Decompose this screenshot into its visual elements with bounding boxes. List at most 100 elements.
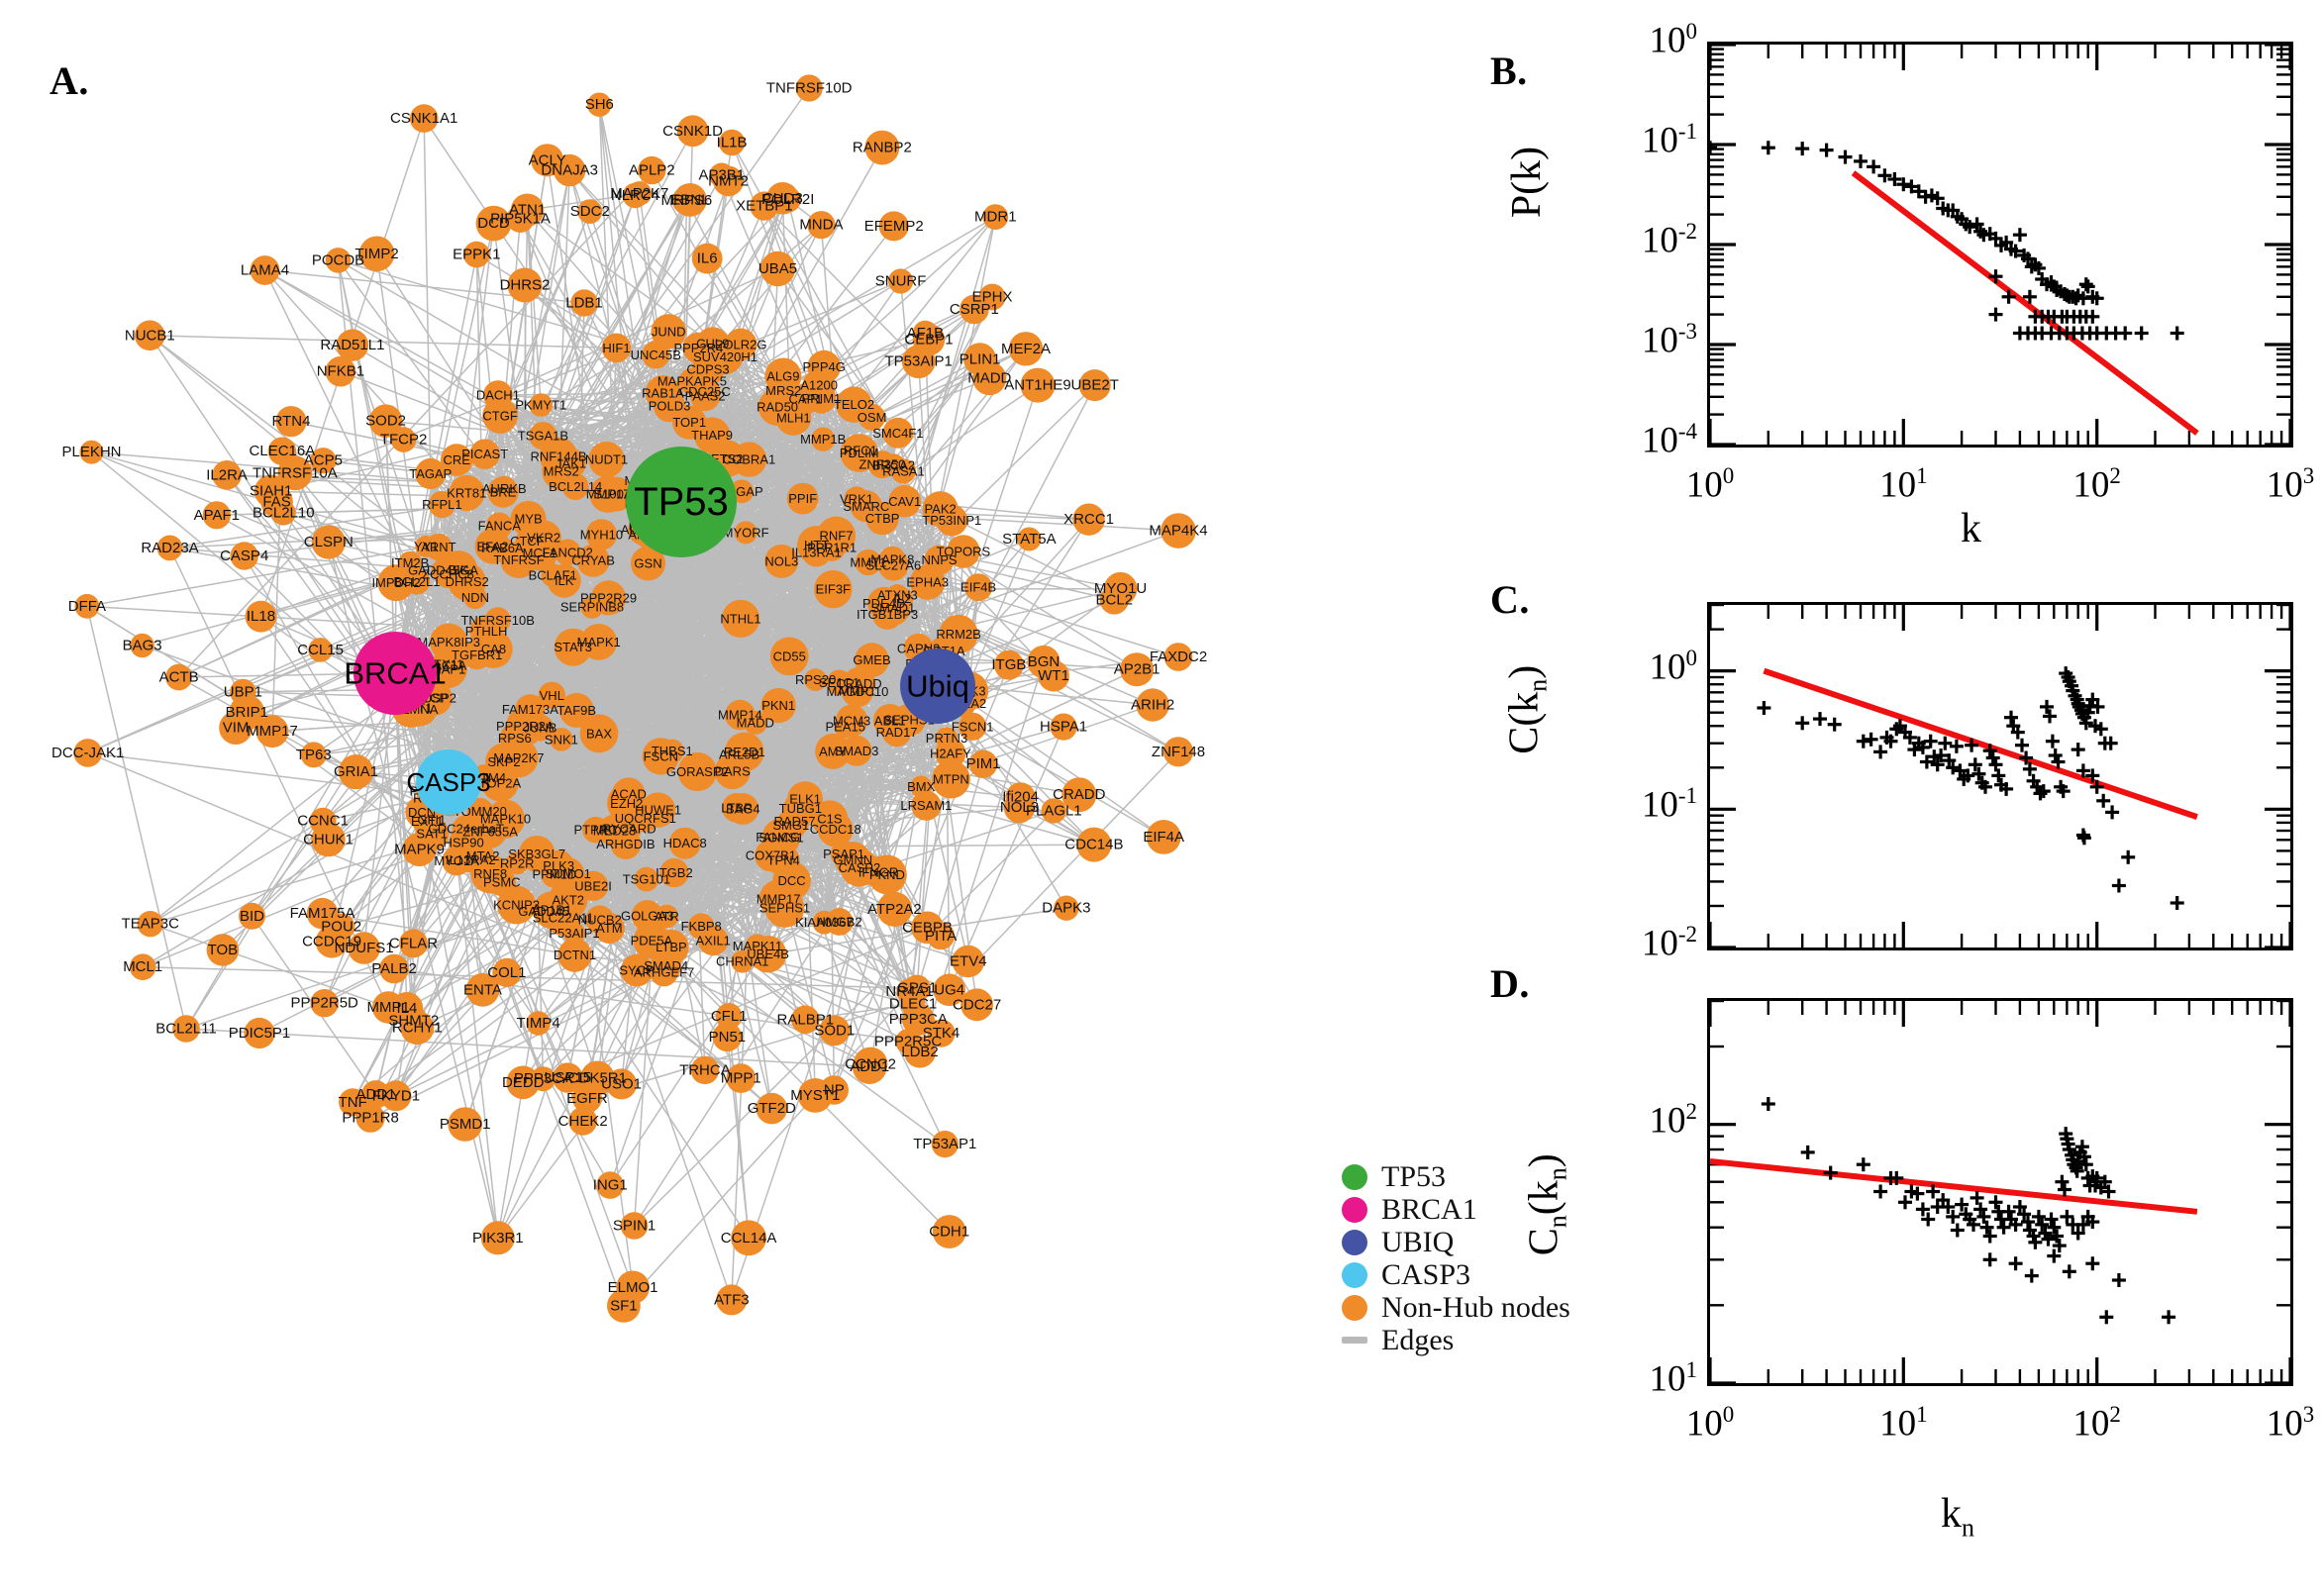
network-node[interactable]	[130, 633, 154, 658]
network-node[interactable]	[244, 1017, 275, 1049]
network-node[interactable]	[764, 544, 799, 578]
network-node[interactable]	[911, 911, 944, 945]
network-node[interactable]	[756, 1092, 788, 1125]
network-node[interactable]	[553, 1062, 583, 1093]
network-node[interactable]	[572, 1083, 602, 1114]
network-node[interactable]	[721, 599, 760, 639]
network-node[interactable]	[529, 393, 553, 417]
network-node[interactable]	[677, 751, 717, 792]
network-node[interactable]	[510, 193, 545, 227]
network-node[interactable]	[230, 678, 256, 706]
network-node[interactable]	[497, 885, 536, 925]
network-node[interactable]	[510, 501, 547, 537]
network-node[interactable]	[1061, 777, 1097, 813]
network-node[interactable]	[612, 777, 646, 811]
network-node[interactable]	[931, 1131, 959, 1158]
network-node[interactable]	[716, 1284, 748, 1316]
network-node[interactable]	[469, 439, 500, 469]
network-node[interactable]	[1008, 332, 1044, 366]
network-node[interactable]	[881, 453, 906, 477]
network-node[interactable]	[691, 243, 723, 274]
network-node[interactable]	[876, 891, 913, 927]
network-node[interactable]	[338, 754, 374, 790]
network-node[interactable]	[550, 728, 573, 751]
network-node[interactable]	[596, 1171, 624, 1199]
network-node[interactable]	[538, 681, 565, 709]
network-node[interactable]	[361, 1080, 390, 1109]
network-node[interactable]	[620, 1212, 649, 1240]
network-node[interactable]	[409, 104, 439, 133]
network-node[interactable]	[607, 1289, 641, 1323]
network-node[interactable]	[811, 427, 836, 451]
network-node[interactable]	[430, 623, 468, 661]
network-node[interactable]	[682, 332, 715, 364]
network-node[interactable]	[568, 1106, 598, 1136]
network-node[interactable]	[825, 908, 854, 936]
network-node[interactable]	[978, 283, 1006, 311]
network-node[interactable]	[348, 932, 380, 964]
network-node[interactable]	[819, 1015, 851, 1047]
network-node[interactable]	[250, 255, 280, 285]
network-node[interactable]	[526, 1011, 551, 1036]
network-node[interactable]	[850, 490, 882, 523]
network-node[interactable]	[547, 563, 581, 598]
network-node[interactable]	[896, 978, 923, 1005]
network-node[interactable]	[402, 833, 437, 866]
network-node[interactable]	[492, 957, 522, 988]
network-node[interactable]	[888, 268, 914, 294]
network-node[interactable]	[428, 490, 455, 519]
network-node[interactable]	[212, 460, 242, 490]
network-node[interactable]	[642, 738, 679, 775]
network-node[interactable]	[577, 199, 603, 225]
network-node[interactable]	[712, 1022, 743, 1052]
network-node[interactable]	[506, 1065, 540, 1100]
network-node[interactable]	[507, 267, 543, 303]
network-node[interactable]	[239, 902, 265, 930]
network-node[interactable]	[532, 900, 556, 924]
network-node[interactable]	[631, 546, 665, 581]
network-node[interactable]	[668, 827, 701, 859]
network-node[interactable]	[576, 544, 610, 577]
network-node[interactable]	[270, 500, 296, 526]
network-node[interactable]	[580, 595, 604, 619]
network-node[interactable]	[807, 349, 841, 384]
network-node[interactable]	[379, 953, 409, 984]
network-node[interactable]	[715, 1003, 743, 1030]
network-node[interactable]	[372, 991, 405, 1024]
network-node[interactable]	[129, 953, 156, 980]
network-node[interactable]	[806, 383, 837, 414]
network-node[interactable]	[725, 699, 756, 731]
network-node[interactable]	[952, 945, 985, 978]
network-node[interactable]	[676, 115, 709, 148]
network-node[interactable]	[982, 204, 1009, 231]
network-node[interactable]	[156, 535, 183, 561]
network-node[interactable]	[440, 444, 473, 476]
network-node[interactable]	[484, 607, 511, 634]
network-node[interactable]	[1163, 643, 1193, 671]
network-node[interactable]	[439, 550, 478, 589]
network-node[interactable]	[311, 525, 346, 559]
network-node[interactable]	[654, 929, 689, 965]
network-node[interactable]	[589, 475, 627, 513]
network-node[interactable]	[399, 929, 428, 958]
network-node[interactable]	[587, 92, 612, 117]
hub-node-casp3[interactable]	[416, 749, 481, 815]
network-node[interactable]	[325, 248, 352, 273]
network-node[interactable]	[449, 474, 485, 512]
network-node[interactable]	[814, 569, 853, 609]
network-node[interactable]	[570, 289, 598, 317]
network-node[interactable]	[801, 538, 832, 567]
network-node[interactable]	[486, 799, 525, 839]
network-node[interactable]	[412, 807, 442, 837]
network-node[interactable]	[745, 934, 770, 958]
network-node[interactable]	[725, 732, 764, 772]
network-node[interactable]	[901, 1003, 935, 1036]
network-node[interactable]	[912, 323, 946, 356]
network-node[interactable]	[842, 666, 876, 701]
network-node[interactable]	[74, 593, 100, 619]
network-node[interactable]	[1020, 367, 1056, 403]
hub-node-ubiq[interactable]	[900, 648, 975, 724]
network-node[interactable]	[1054, 895, 1079, 921]
network-node[interactable]	[521, 535, 558, 571]
network-node[interactable]	[731, 949, 755, 973]
